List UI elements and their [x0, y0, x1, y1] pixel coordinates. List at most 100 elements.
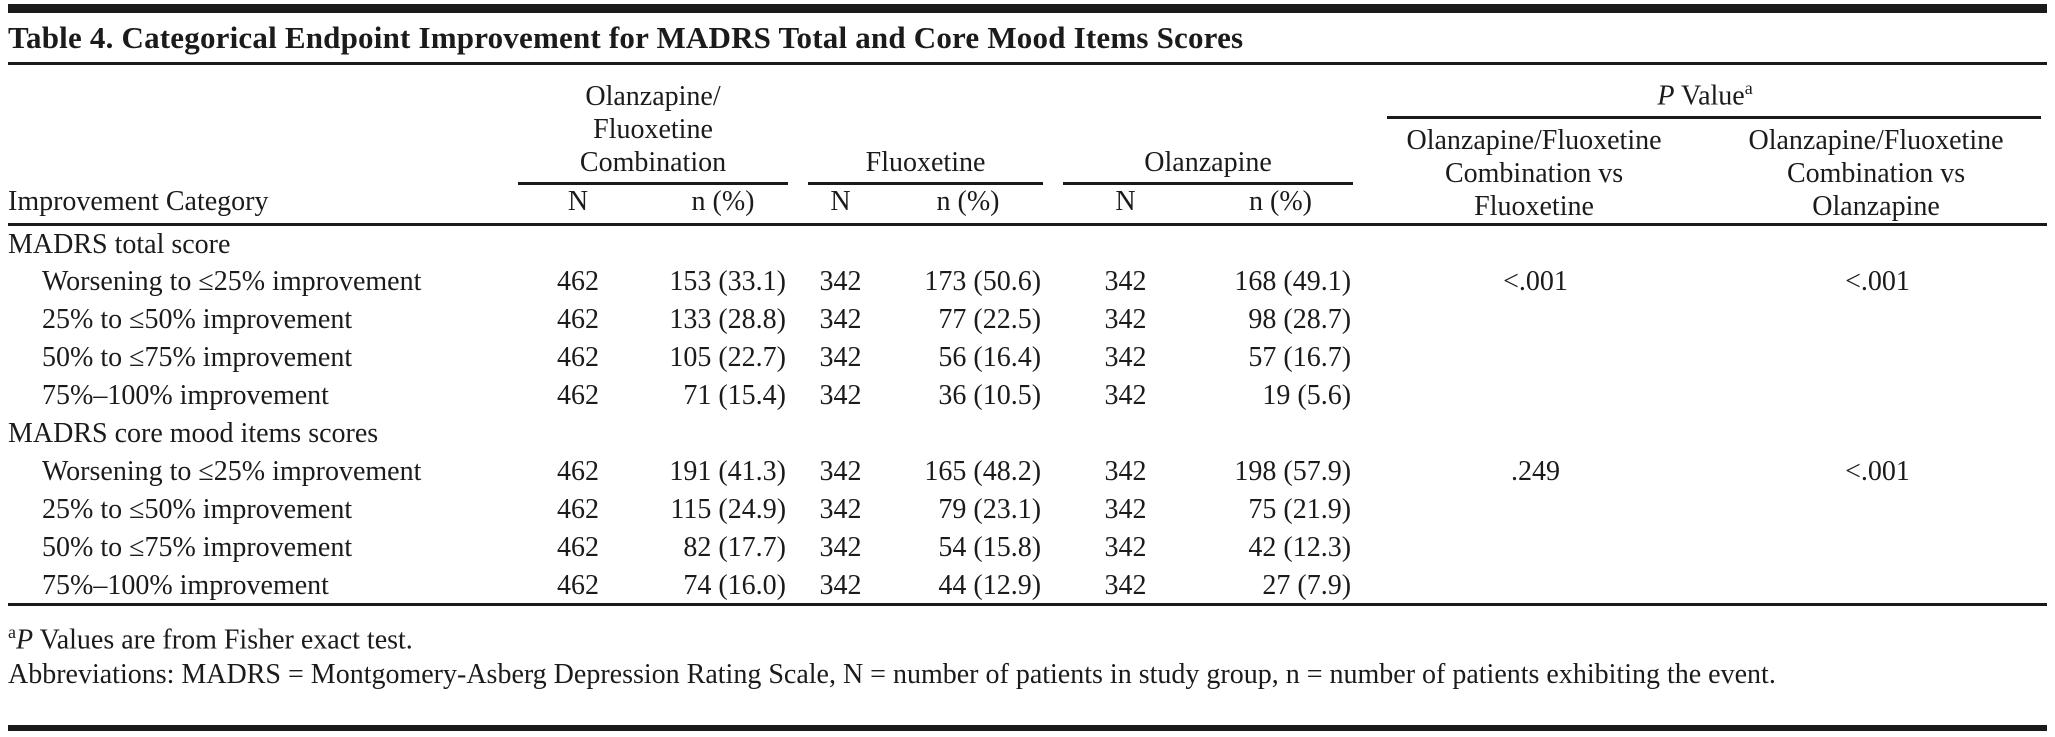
cell-ofc-n [508, 415, 648, 453]
row-label: MADRS core mood items scores [8, 418, 379, 450]
cell-pvalue-vs-olanzapine [1708, 529, 2047, 567]
cell-fluoxetine-n: 342 [819, 304, 862, 336]
cell-ofc-n: 462 [557, 494, 599, 526]
cell-olanzapine-n [1053, 225, 1198, 263]
row-label: 50% to ≤75% improvement [42, 342, 353, 374]
col-group-pvalue: P Valuea Olanzapine/Fluoxetine Combinati… [1363, 65, 2048, 227]
cell-pvalue-vs-olanzapine [1708, 491, 2047, 529]
table-title: Table 4. Categorical Endpoint Improvemen… [8, 13, 2047, 65]
cell-pvalue-vs-fluoxetine [1363, 415, 1708, 453]
cell-ofc-n: 462 [557, 380, 599, 412]
cell-fluoxetine-npct: 44 (12.9) [883, 566, 1054, 607]
cell-olanzapine-n: 342 [1104, 342, 1147, 374]
cell-fluoxetine-n: 342 [819, 494, 862, 526]
cell-ofc-npct: 82 (17.7) [683, 532, 787, 564]
cell-ofc-n: 462 [557, 304, 599, 336]
col-group-olanzapine: Olanzapine [1053, 65, 1363, 185]
col-header-ofc-npct: n (%) [648, 184, 799, 227]
table-title-text: Table 4. Categorical Endpoint Improvemen… [8, 20, 1244, 55]
cell-pvalue-vs-olanzapine [1708, 377, 2047, 415]
cell-fluoxetine-npct: 54 (15.8) [938, 532, 1042, 564]
cell-olanzapine-n: 342 [1104, 532, 1147, 564]
cell-fluoxetine-n: 342 [819, 380, 862, 412]
cell-pvalue-vs-fluoxetine [1363, 491, 1708, 529]
row-label: MADRS total score [8, 229, 231, 261]
cell-pvalue-vs-olanzapine: <.001 [1845, 456, 1910, 488]
cell-fluoxetine-npct: 36 (10.5) [938, 380, 1042, 412]
cell-ofc-npct [648, 225, 798, 263]
cell-olanzapine-n: 342 [1104, 456, 1147, 488]
cell-pvalue-vs-fluoxetine [1363, 377, 1708, 415]
col-group-fluoxetine: Fluoxetine [798, 65, 1053, 185]
cell-pvalue-vs-fluoxetine: .249 [1511, 456, 1561, 488]
col-header-ofc-n: N [508, 184, 648, 227]
row-label: Worsening to ≤25% improvement [42, 456, 422, 488]
cell-olanzapine-n: 342 [1053, 566, 1199, 607]
cell-fluoxetine-npct: 56 (16.4) [938, 342, 1042, 374]
cell-pvalue-vs-olanzapine [1708, 415, 2047, 453]
cell-olanzapine-n: 342 [1104, 494, 1147, 526]
cell-fluoxetine-n [798, 415, 883, 453]
cell-fluoxetine-npct: 165 (48.2) [924, 456, 1042, 488]
cell-fluoxetine-npct: 77 (22.5) [938, 304, 1042, 336]
table-row: 25% to ≤50% improvement 462 115 (24.9) 3… [8, 491, 2047, 529]
stub-header-label: Improvement Category [8, 186, 269, 218]
cell-pvalue-vs-olanzapine [1708, 566, 2048, 607]
col-header-olanzapine-npct: n (%) [1198, 184, 1364, 227]
cell-olanzapine-npct: 19 (5.6) [1262, 380, 1352, 412]
table-row: 50% to ≤75% improvement 462 105 (22.7) 3… [8, 339, 2047, 377]
cell-fluoxetine-n: 342 [819, 342, 862, 374]
cell-pvalue-vs-olanzapine [1708, 339, 2047, 377]
table-row-section: MADRS core mood items scores [8, 415, 2047, 453]
cell-olanzapine-n: 342 [1104, 266, 1147, 298]
table-row: Worsening to ≤25% improvement 462 153 (3… [8, 263, 2047, 301]
footnote-abbreviations: Abbreviations: MADRS = Montgomery-Asberg… [8, 658, 1776, 690]
cell-pvalue-vs-olanzapine [1708, 301, 2047, 339]
cell-ofc-n: 462 [557, 532, 599, 564]
col-header-olanzapine-n: N [1053, 184, 1199, 227]
row-label: 25% to ≤50% improvement [42, 304, 353, 336]
cell-pvalue-vs-fluoxetine [1363, 529, 1708, 567]
row-label: 25% to ≤50% improvement [42, 494, 353, 526]
ofc-group-rule [518, 181, 789, 185]
cell-ofc-npct: 191 (41.3) [669, 456, 787, 488]
cell-fluoxetine-n: 342 [798, 566, 884, 607]
row-label: 75%–100% improvement [42, 380, 329, 412]
cell-olanzapine-npct: 57 (16.7) [1248, 342, 1352, 374]
cell-pvalue-vs-fluoxetine [1363, 339, 1708, 377]
cell-fluoxetine-npct [883, 225, 1053, 263]
fluoxetine-group-label: Fluoxetine [865, 146, 986, 178]
fluoxetine-group-rule [808, 181, 1044, 185]
table-row: 75%–100% improvement 462 71 (15.4) 342 3… [8, 377, 2047, 415]
table-row-section: MADRS total score [8, 225, 2047, 263]
cell-fluoxetine-n: 342 [819, 532, 862, 564]
col-header-improvement-category: Improvement Category [8, 65, 508, 227]
cell-olanzapine-npct: 27 (7.9) [1198, 566, 1364, 607]
cell-ofc-n [508, 225, 648, 263]
cell-pvalue-vs-olanzapine [1708, 225, 2047, 263]
ofc-group-label: Olanzapine/ Fluoxetine Combination [579, 80, 727, 178]
cell-pvalue-vs-fluoxetine [1363, 225, 1708, 263]
table-row: Worsening to ≤25% improvement 462 191 (4… [8, 453, 2047, 491]
cell-ofc-npct: 153 (33.1) [669, 266, 787, 298]
olanzapine-group-label: Olanzapine [1144, 146, 1272, 178]
cell-pvalue-vs-fluoxetine [1363, 301, 1708, 339]
table-row: 25% to ≤50% improvement 462 133 (28.8) 3… [8, 301, 2047, 339]
cell-ofc-npct: 115 (24.9) [670, 494, 787, 526]
cell-olanzapine-npct: 168 (49.1) [1234, 266, 1352, 298]
cell-olanzapine-npct: 42 (12.3) [1248, 532, 1352, 564]
cell-fluoxetine-n: 342 [819, 456, 862, 488]
row-label: 50% to ≤75% improvement [42, 532, 353, 564]
col-header-fluoxetine-n: N [798, 184, 884, 227]
col-header-pvalue-vs-olanzapine: Olanzapine/Fluoxetine Combination vs Ola… [1748, 125, 2004, 223]
cell-olanzapine-npct [1198, 415, 1363, 453]
cell-pvalue-vs-fluoxetine [1363, 566, 1709, 607]
cell-ofc-n: 462 [557, 456, 599, 488]
cell-olanzapine-npct: 98 (28.7) [1248, 304, 1352, 336]
cell-fluoxetine-npct: 173 (50.6) [924, 266, 1042, 298]
cell-pvalue-vs-olanzapine: <.001 [1845, 266, 1910, 298]
madrs-improvement-table: Improvement Category Olanzapine/ Fluoxet… [8, 65, 2048, 607]
pvalue-group-label: P Valuea [1657, 78, 1753, 112]
cell-olanzapine-npct: 75 (21.9) [1248, 494, 1352, 526]
